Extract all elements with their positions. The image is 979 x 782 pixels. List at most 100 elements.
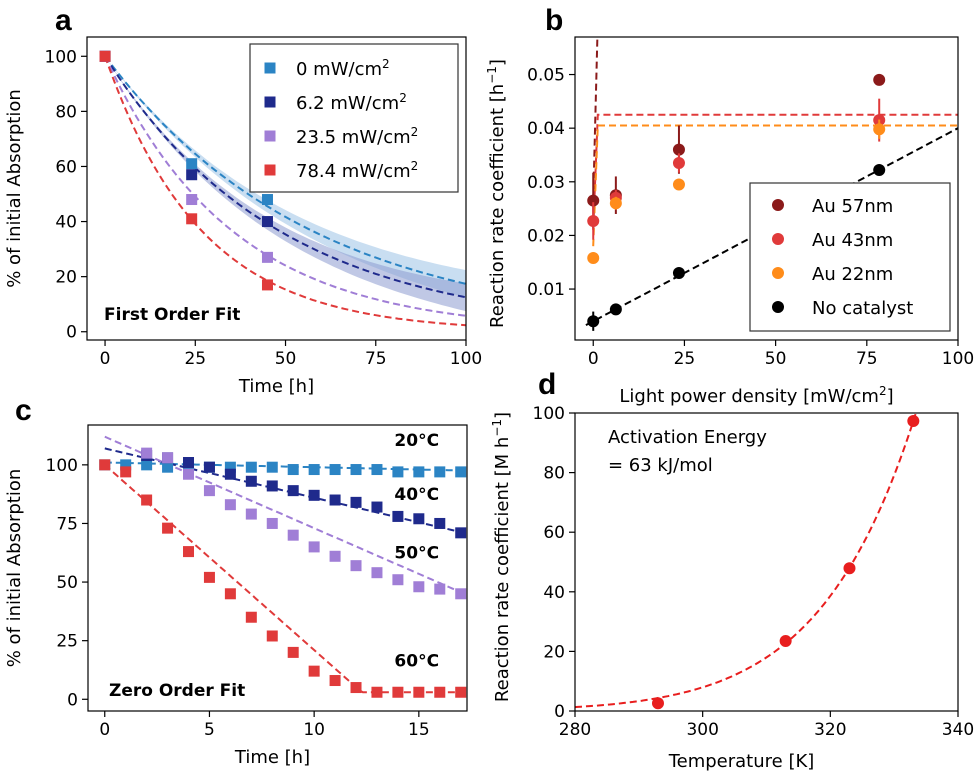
data-point: [266, 630, 278, 642]
data-point: [183, 457, 195, 469]
y-tick-label: 50: [56, 573, 78, 593]
legend-label: Au 43nm: [812, 230, 893, 251]
panel-letter-a: a: [55, 4, 72, 37]
fit-line: [592, 37, 599, 201]
data-point: [308, 464, 320, 476]
fit-line: [104, 435, 462, 594]
data-point: [266, 461, 278, 473]
data-point: [672, 266, 685, 279]
fit-line: [104, 55, 466, 327]
x-tick-label: 0: [100, 349, 111, 369]
data-point: [203, 461, 215, 473]
y-tick-label: 40: [543, 583, 565, 603]
data-point: [392, 510, 404, 522]
data-point: [329, 464, 341, 476]
data-point: [779, 634, 792, 647]
axes-frame: [574, 36, 959, 341]
data-point: [873, 73, 886, 86]
x-tick-label: 10: [303, 720, 325, 740]
data-point: [287, 464, 299, 476]
x-tick-label: 100: [450, 349, 482, 369]
data-point: [162, 522, 174, 534]
x-tick-label: 0: [99, 720, 110, 740]
activation-energy-value: = 63 kJ/mol: [608, 455, 713, 476]
x-axis-label: Light power density [mW/cm2]: [619, 384, 893, 407]
data-point: [308, 489, 320, 501]
x-axis-label: Temperature [K]: [668, 751, 815, 772]
confidence-band: [105, 56, 466, 298]
data-point: [873, 163, 886, 176]
data-point: [141, 459, 153, 471]
data-point: [186, 169, 198, 181]
y-tick-label: 0.02: [527, 226, 565, 246]
data-point: [203, 571, 215, 583]
data-point: [261, 194, 273, 206]
data-point: [413, 581, 425, 593]
fit-line: [592, 124, 958, 247]
data-point: [245, 508, 257, 520]
legend-label: 6.2 mW/cm2: [296, 91, 407, 114]
legend-marker: [772, 199, 784, 211]
y-tick-label: 100: [45, 47, 77, 67]
data-point: [120, 459, 132, 471]
data-point: [434, 517, 446, 529]
series-temp-label: 20°C: [394, 431, 439, 451]
data-point: [392, 686, 404, 698]
legend-marker: [264, 96, 276, 108]
data-point: [329, 550, 341, 562]
data-point: [186, 194, 198, 206]
data-point: [843, 562, 856, 575]
data-point: [350, 560, 362, 572]
plot-area: [99, 435, 467, 698]
data-point: [120, 466, 132, 478]
data-point: [287, 646, 299, 658]
y-axis-label: Reaction rate coefficient [h−1]: [485, 59, 508, 328]
data-point: [672, 143, 685, 156]
y-tick-label: 80: [543, 464, 565, 484]
legend-label: 0 mW/cm2: [296, 57, 390, 80]
panel-d: 280 300 320 340 0 20 40 60 80 100 Temperature [K] R…: [490, 404, 974, 772]
y-axis-label: % of initial Absorption: [4, 469, 25, 668]
legend-marker: [264, 62, 276, 74]
data-point: [261, 251, 273, 263]
panel-a: 0 25 50 75 100 0 20 40 60 80 100 Time [h] % of initi…: [4, 36, 482, 397]
data-point: [587, 214, 600, 227]
data-point: [455, 466, 467, 478]
data-point: [873, 123, 886, 136]
x-tick-label: 5: [204, 720, 215, 740]
y-tick-label: 25: [56, 632, 78, 652]
series-temp-label: 50°C: [394, 544, 439, 564]
plot-area: [99, 50, 466, 327]
panel-letter-c: c: [15, 394, 32, 427]
data-point: [651, 697, 664, 710]
x-tick-label: 300: [686, 720, 718, 740]
data-point: [329, 675, 341, 687]
y-tick-label: 60: [543, 523, 565, 543]
y-tick-label: 0.01: [527, 280, 565, 300]
x-tick-label: 15: [408, 720, 430, 740]
data-point: [183, 546, 195, 558]
y-tick-label: 0.05: [527, 66, 565, 86]
x-axis-label: Time [h]: [234, 747, 310, 768]
data-point: [587, 315, 600, 328]
data-point: [371, 501, 383, 513]
data-point: [141, 447, 153, 459]
fit-annotation: First Order Fit: [104, 305, 240, 325]
data-point: [308, 665, 320, 677]
legend-marker: [772, 301, 784, 313]
x-tick-label: 320: [814, 720, 846, 740]
axes-frame: [574, 412, 959, 712]
legend-marker: [772, 267, 784, 279]
data-point: [371, 464, 383, 476]
data-point: [186, 158, 198, 170]
data-point: [392, 466, 404, 478]
data-point: [587, 251, 600, 264]
data-point: [434, 686, 446, 698]
panel-c: 0 5 10 15 0 25 50 75 100 20°C 40°C 50°C 60°C Time [h]…: [4, 424, 468, 768]
panel-letter-d: d: [538, 368, 556, 401]
series-temp-label: 40°C: [394, 485, 439, 505]
legend-label: 78.4 mW/cm2: [296, 159, 418, 182]
data-point: [99, 459, 111, 471]
legend-marker: [264, 130, 276, 142]
y-tick-label: 100: [46, 456, 78, 476]
